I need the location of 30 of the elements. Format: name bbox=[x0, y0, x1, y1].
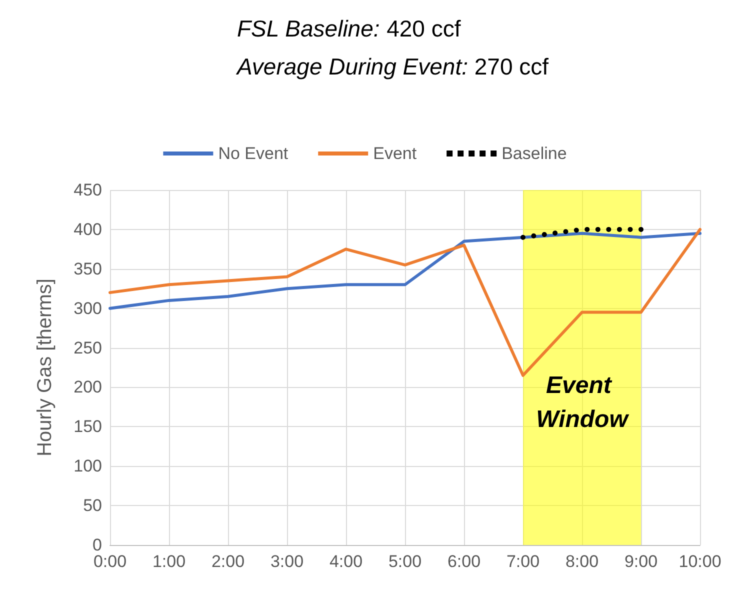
y-axis-title: Hourly Gas [therms] bbox=[34, 278, 56, 456]
line-series bbox=[108, 232, 702, 310]
x-tick-label: 6:00 bbox=[447, 552, 481, 571]
y-tick-label: 300 bbox=[74, 298, 102, 318]
y-tick-label: 100 bbox=[74, 456, 102, 476]
x-tick-label: 9:00 bbox=[624, 552, 658, 571]
y-tick-label: 50 bbox=[83, 496, 102, 516]
y-tick-label: 400 bbox=[74, 220, 102, 239]
x-tick-label: 0:00 bbox=[93, 552, 127, 571]
y-tick-label: 250 bbox=[74, 338, 102, 358]
legend-label: No Event bbox=[218, 144, 288, 163]
x-tick-label: 8:00 bbox=[565, 552, 599, 571]
x-tick-label: 7:00 bbox=[506, 552, 540, 571]
line-series bbox=[108, 228, 702, 377]
x-tick-label: 10:00 bbox=[678, 552, 722, 571]
chart-title: FSL Baseline: 420 ccf bbox=[237, 16, 462, 42]
band-label: Event Window bbox=[536, 372, 630, 433]
x-tick-label: 1:00 bbox=[152, 552, 186, 571]
legend-label: Baseline bbox=[502, 144, 567, 163]
x-tick-label: 4:00 bbox=[329, 552, 363, 571]
y-tick-label: 350 bbox=[74, 259, 102, 278]
legend-label: Event bbox=[373, 144, 417, 163]
y-tick-label: 0 bbox=[92, 536, 102, 554]
x-tick-label: 2:00 bbox=[211, 552, 245, 571]
chart-subtitle: Average During Event: 270 ccf bbox=[235, 54, 550, 80]
y-tick-label: 150 bbox=[74, 417, 102, 436]
x-tick-label: 5:00 bbox=[388, 552, 422, 571]
y-tick-label: 450 bbox=[74, 180, 102, 200]
x-tick-label: 3:00 bbox=[270, 552, 304, 571]
y-tick-label: 200 bbox=[74, 378, 102, 397]
